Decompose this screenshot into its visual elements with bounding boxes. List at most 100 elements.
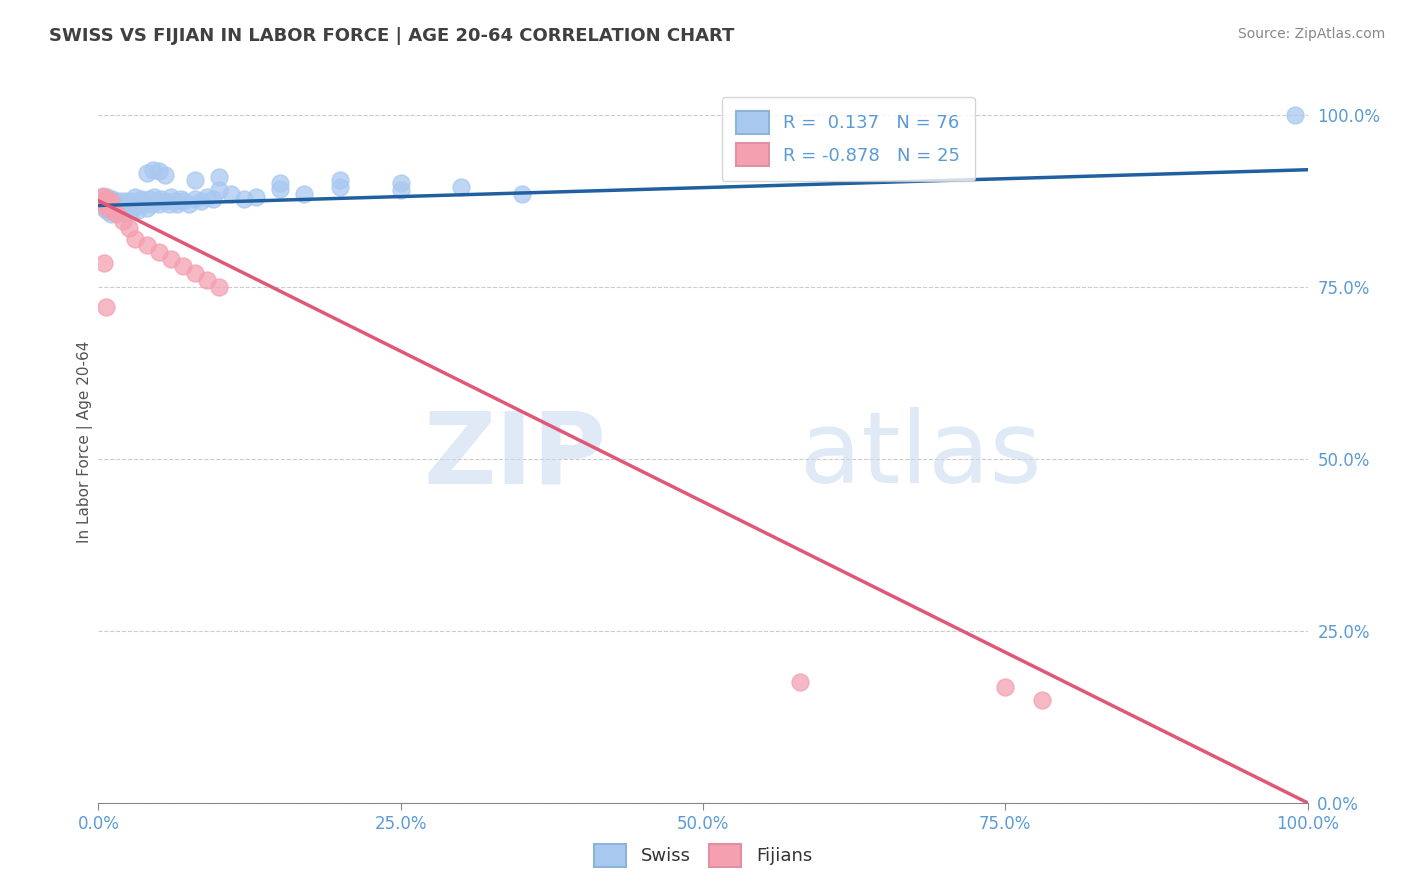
- Point: [148, 245, 170, 260]
- Point: [97, 195, 120, 210]
- Point: [208, 169, 231, 184]
- Point: [134, 194, 156, 208]
- Point: [269, 177, 291, 191]
- Point: [100, 194, 122, 208]
- Point: [96, 190, 118, 204]
- Point: [101, 204, 124, 219]
- Point: [121, 197, 143, 211]
- Point: [105, 207, 128, 221]
- Point: [166, 197, 188, 211]
- Point: [329, 180, 352, 194]
- Text: ZIP: ZIP: [423, 408, 606, 505]
- Point: [93, 255, 115, 269]
- Point: [100, 192, 122, 206]
- Point: [104, 194, 127, 208]
- Point: [131, 197, 153, 211]
- Point: [103, 197, 125, 211]
- Point: [232, 192, 254, 206]
- Text: SWISS VS FIJIAN IN LABOR FORCE | AGE 20-64 CORRELATION CHART: SWISS VS FIJIAN IN LABOR FORCE | AGE 20-…: [49, 27, 734, 45]
- Point: [120, 204, 142, 219]
- Point: [127, 194, 149, 208]
- Point: [124, 231, 146, 245]
- Point: [94, 301, 117, 315]
- Point: [148, 197, 170, 211]
- Point: [97, 197, 120, 211]
- Point: [1031, 692, 1053, 706]
- Point: [142, 162, 165, 177]
- Point: [115, 202, 138, 217]
- Point: [150, 192, 173, 206]
- Point: [135, 201, 157, 215]
- Point: [127, 202, 149, 217]
- Point: [101, 202, 124, 217]
- Point: [118, 221, 141, 235]
- Point: [202, 192, 225, 206]
- Point: [195, 190, 218, 204]
- Point: [125, 197, 148, 211]
- Point: [153, 194, 176, 208]
- Y-axis label: In Labor Force | Age 20-64: In Labor Force | Age 20-64: [76, 341, 93, 542]
- Point: [100, 195, 122, 210]
- Point: [111, 197, 134, 211]
- Point: [789, 675, 811, 690]
- Point: [94, 194, 117, 208]
- Point: [169, 192, 191, 206]
- Legend: Swiss, Fijians: Swiss, Fijians: [586, 837, 820, 874]
- Point: [98, 198, 121, 212]
- Point: [184, 192, 207, 206]
- Text: Source: ZipAtlas.com: Source: ZipAtlas.com: [1237, 27, 1385, 41]
- Text: atlas: atlas: [800, 408, 1042, 505]
- Point: [172, 194, 194, 208]
- Point: [245, 190, 267, 204]
- Point: [117, 197, 139, 211]
- Point: [96, 204, 118, 219]
- Point: [107, 197, 129, 211]
- Point: [93, 197, 115, 211]
- Point: [292, 186, 315, 201]
- Point: [160, 252, 183, 267]
- Point: [135, 166, 157, 180]
- Point: [145, 194, 167, 208]
- Point: [269, 182, 291, 196]
- Point: [105, 201, 128, 215]
- Point: [160, 190, 183, 204]
- Point: [103, 205, 125, 219]
- Point: [114, 194, 136, 208]
- Point: [221, 186, 243, 201]
- Point: [141, 197, 163, 211]
- Point: [98, 201, 121, 215]
- Point: [112, 205, 135, 219]
- Point: [994, 680, 1017, 694]
- Point: [118, 194, 141, 208]
- Point: [91, 194, 114, 208]
- Point: [91, 190, 114, 204]
- Point: [148, 164, 170, 178]
- Point: [122, 201, 145, 215]
- Point: [129, 192, 152, 206]
- Point: [153, 168, 176, 182]
- Point: [108, 204, 131, 219]
- Point: [91, 197, 114, 211]
- Point: [1284, 108, 1306, 122]
- Point: [110, 201, 132, 215]
- Point: [190, 194, 212, 208]
- Point: [389, 183, 412, 197]
- Point: [93, 201, 115, 215]
- Point: [94, 192, 117, 206]
- Point: [179, 197, 201, 211]
- Point: [157, 197, 180, 211]
- Point: [111, 214, 134, 228]
- Legend: R =  0.137   N = 76, R = -0.878   N = 25: R = 0.137 N = 76, R = -0.878 N = 25: [721, 96, 974, 181]
- Point: [124, 190, 146, 204]
- Point: [108, 194, 131, 208]
- Point: [143, 190, 166, 204]
- Point: [163, 194, 186, 208]
- Point: [510, 186, 533, 201]
- Point: [208, 183, 231, 197]
- Point: [135, 238, 157, 252]
- Point: [118, 198, 141, 212]
- Point: [450, 180, 472, 194]
- Point: [184, 173, 207, 187]
- Point: [208, 279, 231, 293]
- Point: [91, 189, 114, 203]
